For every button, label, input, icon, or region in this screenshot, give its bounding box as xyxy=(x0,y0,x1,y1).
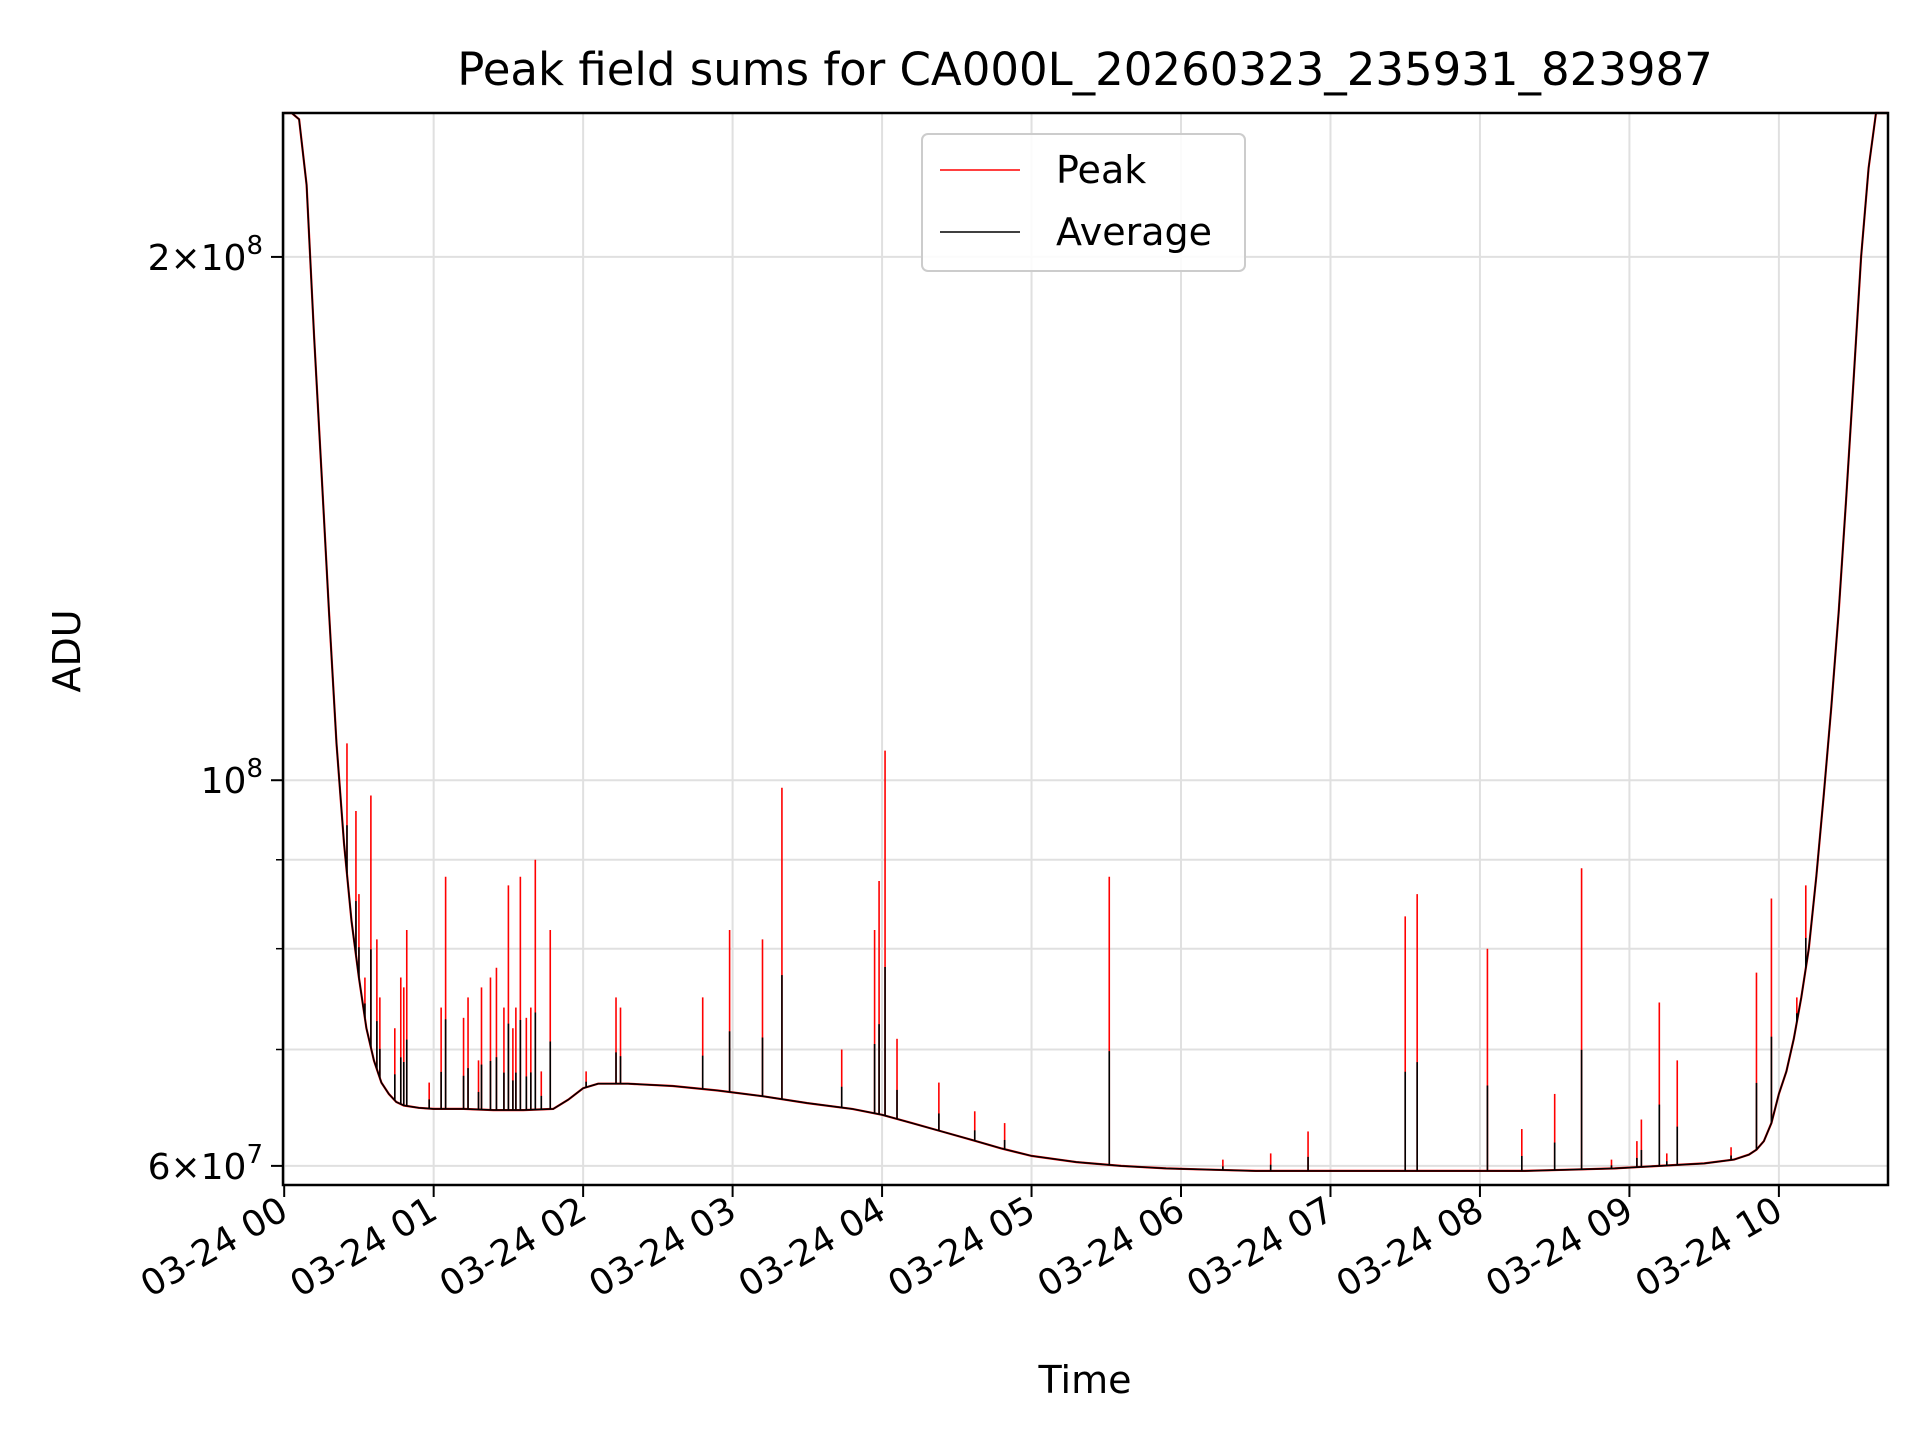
grid xyxy=(283,113,1888,1185)
y-axis-label: ADU xyxy=(45,609,89,692)
x-axis-label: Time xyxy=(1038,1358,1132,1402)
legend-label-peak: Peak xyxy=(1056,148,1146,192)
legend-box xyxy=(921,133,1246,272)
y-tick-base: 10 xyxy=(201,761,247,802)
y-tick-base: 10 xyxy=(201,1147,247,1188)
y-tick-base: 10 xyxy=(201,238,247,279)
average-line xyxy=(284,112,1888,1172)
legend: Peak Average xyxy=(921,133,1246,272)
y-tick-times: × xyxy=(170,1147,200,1188)
y-tick-times: × xyxy=(170,238,200,279)
chart-title: Peak field sums for CA000L_20260323_2359… xyxy=(457,43,1713,96)
y-tick-exponent: 8 xyxy=(246,231,263,261)
y-tick-label: 2×108 xyxy=(148,231,263,279)
y-tick-exponent: 8 xyxy=(246,754,263,784)
plot-frame xyxy=(281,111,1890,1187)
y-tick-label: 6×107 xyxy=(148,1140,263,1188)
y-tick-mantissa: 6 xyxy=(148,1147,171,1188)
y-tick-exponent: 7 xyxy=(246,1140,263,1170)
series-average xyxy=(284,111,1888,1173)
y-tick-label: 108 xyxy=(201,754,263,802)
legend-label-average: Average xyxy=(1056,210,1212,254)
y-tick-mantissa: 2 xyxy=(148,238,171,279)
